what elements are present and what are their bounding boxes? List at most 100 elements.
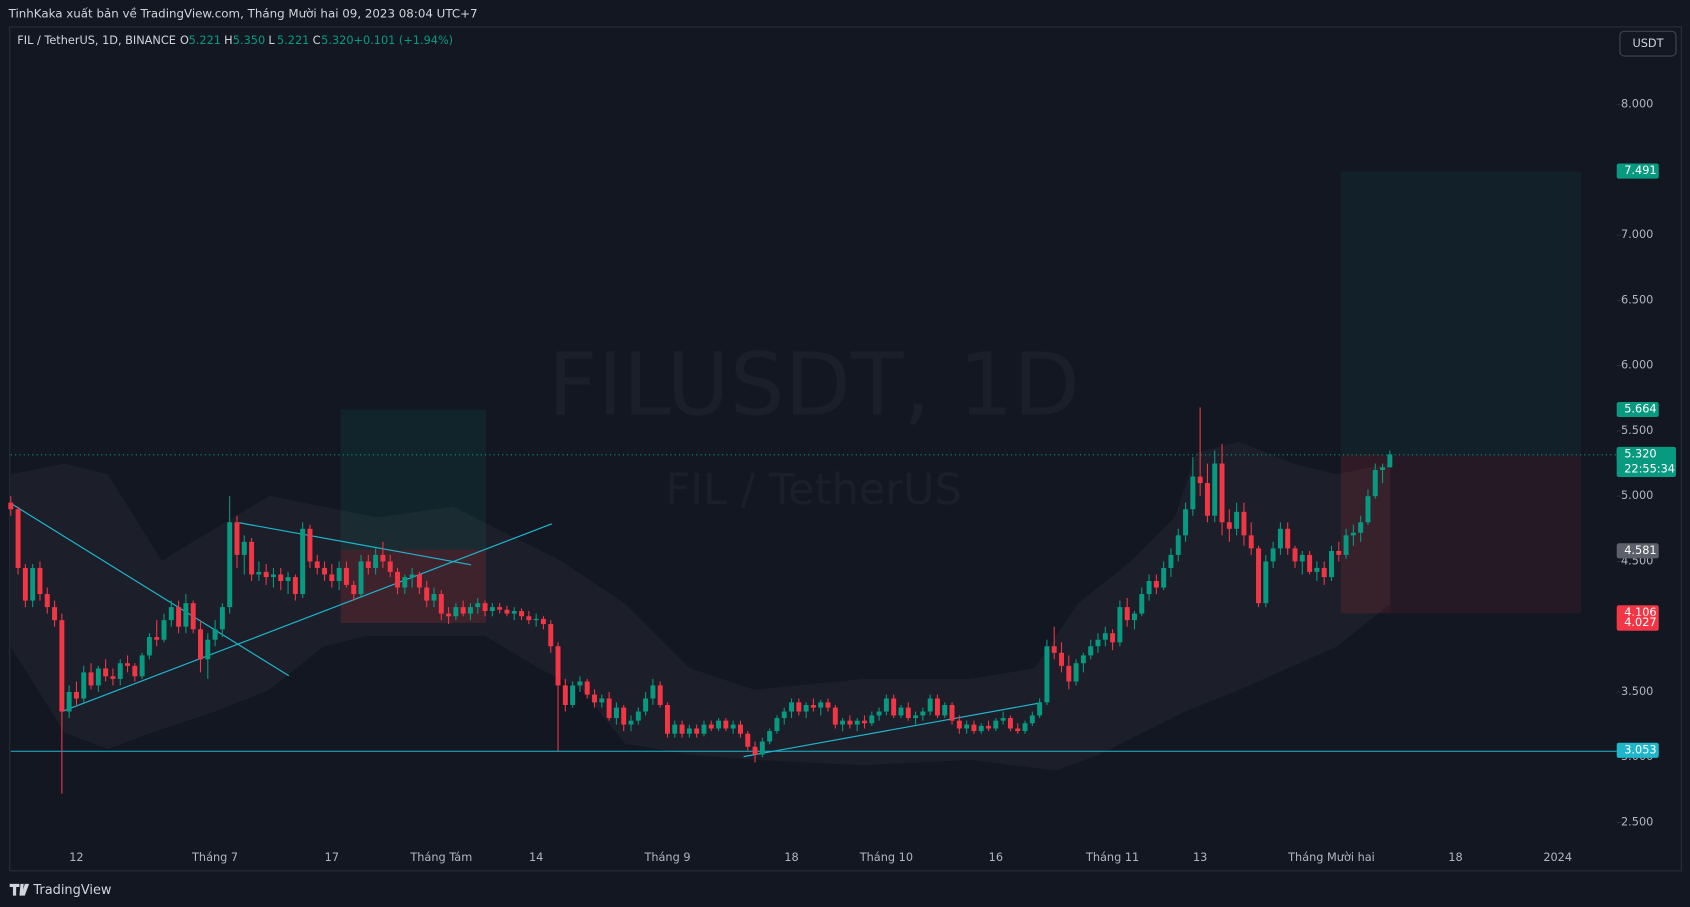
candle-body [540,618,546,625]
candle-body [1007,718,1013,729]
candle-body [613,707,619,719]
candle-body [913,715,919,719]
price-label: 4.027 [1624,616,1656,629]
price-label: 5.664 [1624,403,1656,416]
ohlc-value: 5.320 [321,34,353,47]
candle-body [8,502,14,510]
candle-body [475,603,481,608]
ohlc-value: 5.221 [189,34,221,47]
candle-body [1212,463,1218,516]
ohlc-legend: O 5.221 H 5.350 L 5.221 C 5.320 [180,34,354,47]
candle-body [1219,463,1225,523]
candle-body [526,616,532,621]
candle-body [956,720,962,729]
candle-body [679,724,685,734]
candle-body [1066,665,1072,682]
candle-body [1358,522,1364,533]
candle-body [934,698,940,716]
candle-body [643,698,649,712]
watermark: FILUSDT, 1D [548,336,1080,436]
candle-body [737,724,743,734]
candle-body [796,702,802,712]
currency-button[interactable] [1619,30,1677,57]
y-tick-label: 3.500 [1621,685,1653,698]
candle-body [300,528,306,595]
price-label-box [1616,401,1659,418]
candle-body [1146,581,1152,595]
candle-body [986,725,992,729]
trend-line [743,702,1042,758]
price-label-box [1616,446,1676,478]
candle-body [810,704,816,708]
candle-body [555,646,561,686]
candle-body [292,577,298,595]
y-tick-label: 6.000 [1621,359,1653,372]
candle-body [1161,567,1167,588]
candle-body [416,574,422,588]
candle-body [1299,554,1305,562]
candle-body [1175,535,1181,555]
candle-body [125,663,131,666]
candle-body [373,554,379,568]
price-label-box [1616,615,1659,631]
candle-body [482,603,488,612]
candle-body [832,707,838,725]
brand-logo [9,883,30,896]
candle-body [1248,535,1254,549]
candle-body [285,577,291,582]
candle-body [395,571,400,588]
candle-body [1059,652,1064,666]
candle-body [694,728,700,734]
candle-body [1139,594,1145,614]
candle-body [1336,550,1342,555]
candle-body [905,707,911,719]
currency-button-label[interactable]: USDT [1632,37,1663,50]
candle-body [198,629,203,660]
candle-body [1000,718,1006,721]
x-tick-label: Tháng Mười hai [1287,851,1375,864]
candle-body [1343,535,1349,555]
candle-body [358,561,364,595]
candle-body [1256,548,1262,604]
price-axis: 2.5003.0003.5004.0004.5005.0005.5006.000… [1616,98,1676,828]
x-tick-label: Tháng Tám [409,851,472,864]
candle-body [628,720,634,725]
candle-body [424,587,430,601]
candle-body [584,681,590,695]
candle-body [73,691,79,699]
price-change: +0.101 (+1.94%) [354,34,454,47]
candle-body [190,603,196,630]
candle-body [949,704,955,721]
candle-body [161,620,167,640]
candle-body [15,509,21,568]
price-countdown: 22:55:34 [1624,462,1675,475]
candle-body [329,574,335,582]
position-profit-zone [340,409,487,550]
candle-body [533,618,539,621]
candle-body [942,704,948,716]
candle-body [665,704,670,734]
candle-body [30,567,36,601]
candle-body [1102,633,1108,640]
candle-body [883,698,889,712]
y-tick-label: 2.500 [1621,815,1653,828]
candle-body [1190,476,1196,510]
candle-body [66,691,72,712]
candle-body [176,607,182,627]
x-tick-label: 13 [1193,851,1207,864]
candle-body [1321,567,1327,578]
ohlc-key: O [180,34,189,47]
candle-body [1292,548,1298,562]
candle-body [1080,655,1086,664]
candle-body [453,607,459,617]
candle-body [44,594,50,608]
x-tick-label: 18 [784,851,798,864]
candle-body [927,698,933,712]
x-tick-label: Tháng 11 [1085,851,1139,864]
candle-body [1015,728,1021,732]
candle-body [1329,550,1334,578]
candle-body [59,620,65,712]
candle-body [270,574,276,578]
x-tick-label: 17 [325,851,339,864]
